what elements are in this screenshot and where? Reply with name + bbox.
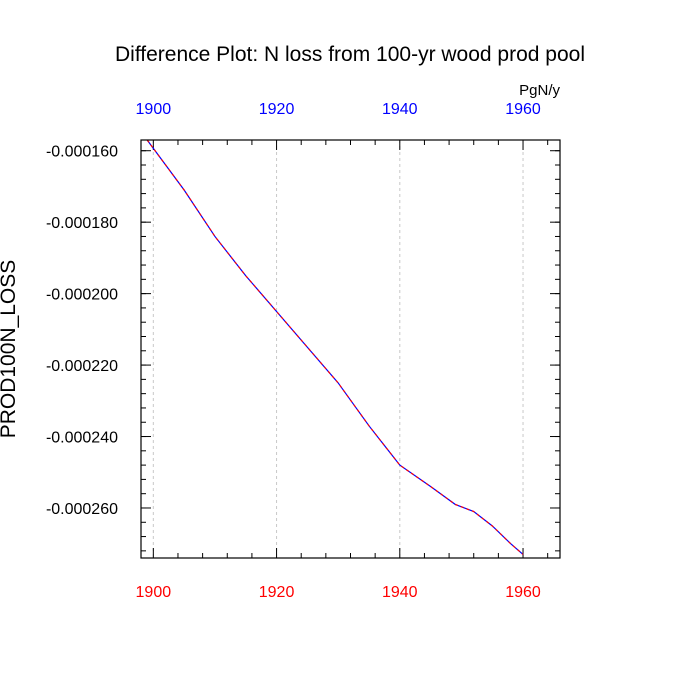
x-tick-label-bottom: 1900 <box>136 584 172 601</box>
y-tick-label: -0.000260 <box>46 501 118 518</box>
x-tick-label-top: 1960 <box>505 101 541 118</box>
x-tick-label-top: 1940 <box>382 101 418 118</box>
series-line <box>146 139 524 555</box>
x-tick-label-bottom: 1940 <box>382 584 418 601</box>
x-tick-label-top: 1920 <box>259 101 295 118</box>
tick-labels: 1900 1900 1920 1920 1940 1940 1960 1960 -0.00016… <box>46 101 541 601</box>
x-tick-label-bottom: 1960 <box>505 584 541 601</box>
units-label: PgN/y <box>519 82 560 99</box>
y-tick-label: -0.000240 <box>46 430 118 447</box>
x-tick-label-top: 1900 <box>136 101 172 118</box>
y-tick-label: -0.000200 <box>46 287 118 304</box>
plot-frame <box>140 139 561 559</box>
y-tick-label: -0.000220 <box>46 358 118 375</box>
y-axis-label: PROD100N_LOSS <box>0 260 20 439</box>
grid-lines <box>152 140 524 558</box>
y-tick-label: -0.000160 <box>46 144 118 161</box>
y-tick-label: -0.000180 <box>46 215 118 232</box>
series-group <box>146 139 524 555</box>
x-tick-label-bottom: 1920 <box>259 584 295 601</box>
series-line-dashed <box>146 139 524 555</box>
chart-title: Difference Plot: N loss from 100-yr wood… <box>115 43 585 66</box>
axis-ticks <box>141 140 560 558</box>
